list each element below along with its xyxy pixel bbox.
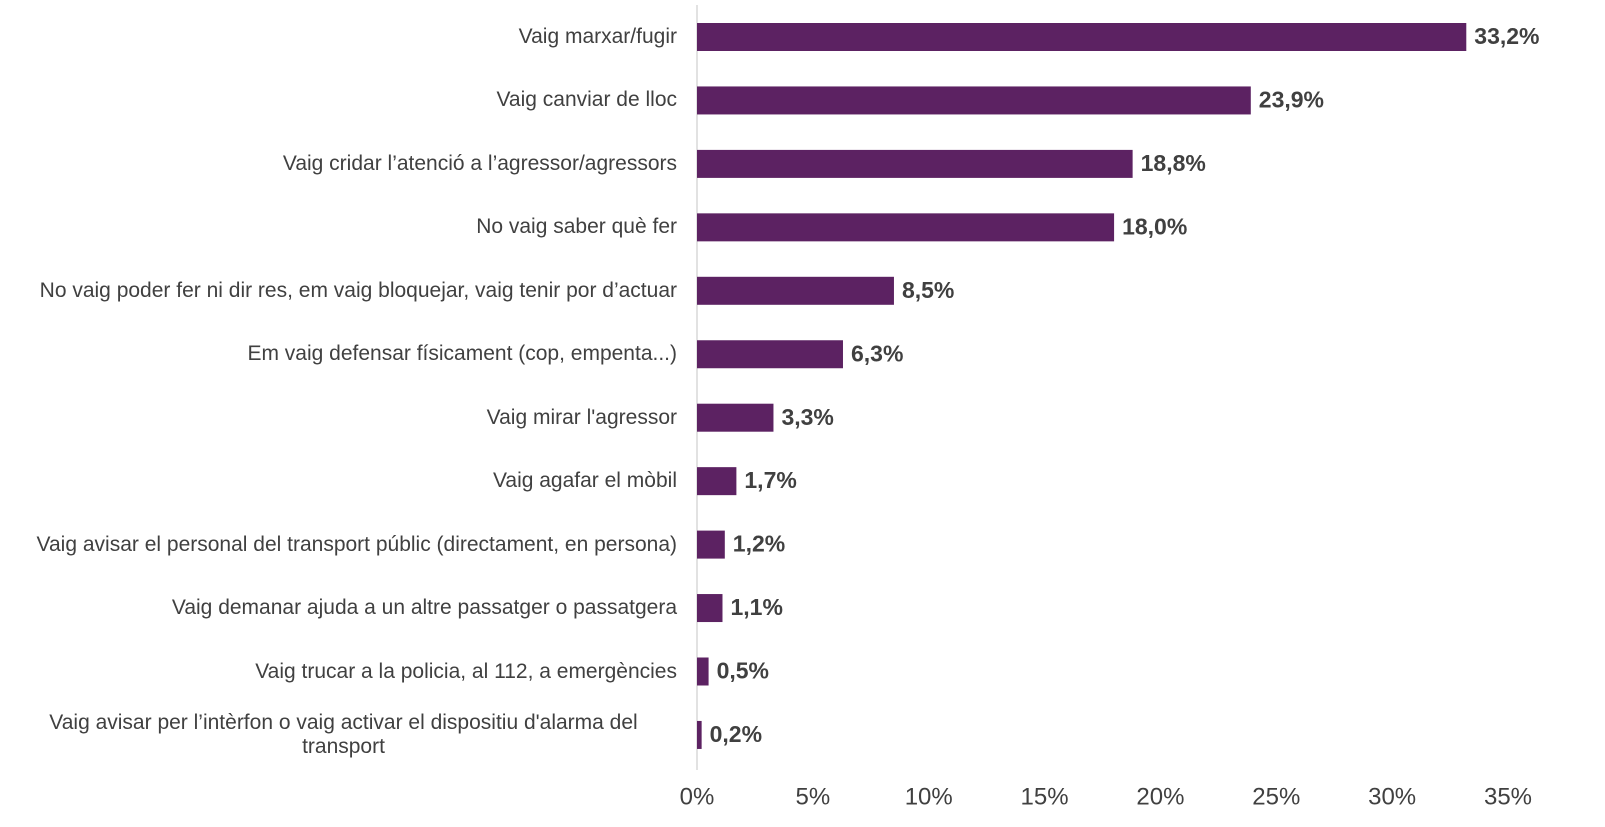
value-label: 6,3% [851,340,903,366]
bar [697,594,723,623]
category-label: Vaig mirar l'agressor [10,406,677,430]
x-tick-label: 20% [1136,783,1184,810]
bar [697,657,709,686]
bar [697,149,1133,178]
value-label: 0,2% [710,721,762,747]
category-label: No vaig poder fer ni dir res, em vaig bl… [10,279,677,303]
category-label: Em vaig defensar físicament (cop, empent… [10,342,677,366]
x-tick-label: 0% [680,783,715,810]
x-tick-label: 35% [1484,783,1532,810]
category-text: Em vaig defensar físicament (cop, empent… [247,342,677,366]
value-label: 1,7% [744,467,796,493]
category-label: No vaig saber què fer [10,215,677,239]
category-label: Vaig canviar de lloc [10,88,677,112]
bar [697,720,702,749]
bar [697,403,774,432]
value-label: 33,2% [1474,23,1539,49]
value-label: 0,5% [717,658,769,684]
bar [697,23,1467,51]
category-text: Vaig marxar/fugir [518,25,677,48]
x-tick-label: 10% [905,783,953,810]
category-label: Vaig cridar l’atenció a l’agressor/agres… [10,152,677,176]
category-label: Vaig agafar el mòbil [10,469,677,493]
category-text: Vaig trucar a la policia, al 112, a emer… [255,659,677,683]
x-tick-label: 30% [1368,783,1416,810]
category-text: Vaig cridar l’atenció a l’agressor/agres… [282,151,677,175]
bar [697,467,737,496]
category-label: Vaig trucar a la policia, al 112, a emer… [10,660,677,684]
category-text: Vaig avisar per l’intèrfon o vaig activa… [49,710,638,758]
value-label: 1,2% [733,531,785,557]
category-text: No vaig poder fer ni dir res, em vaig bl… [39,278,677,302]
category-text: Vaig agafar el mòbil [492,469,677,493]
bar [697,86,1251,115]
bar [697,213,1115,242]
value-label: 18,0% [1122,213,1187,239]
value-label: 8,5% [902,277,954,303]
category-label: Vaig marxar/fugir [10,25,677,49]
category-text: Vaig avisar el personal del transport pú… [36,532,677,556]
bar [697,340,843,369]
category-label: Vaig avisar el personal del transport pú… [10,533,677,557]
x-tick-label: 25% [1252,783,1300,810]
category-text: Vaig demanar ajuda a un altre passatger … [171,596,677,620]
value-label: 3,3% [781,404,833,430]
category-label: Vaig avisar per l’intèrfon o vaig activa… [10,711,677,759]
bar [697,276,894,305]
category-label: Vaig demanar ajuda a un altre passatger … [10,596,677,620]
value-label: 1,1% [730,594,782,620]
x-tick-label: 15% [1021,783,1069,810]
category-text: Vaig canviar de lloc [496,88,677,112]
category-text: No vaig saber què fer [476,215,677,239]
value-label: 18,8% [1141,150,1206,176]
category-text: Vaig mirar l'agressor [486,405,677,429]
value-label: 23,9% [1259,87,1324,113]
bar [697,530,725,559]
x-tick-label: 5% [796,783,831,810]
